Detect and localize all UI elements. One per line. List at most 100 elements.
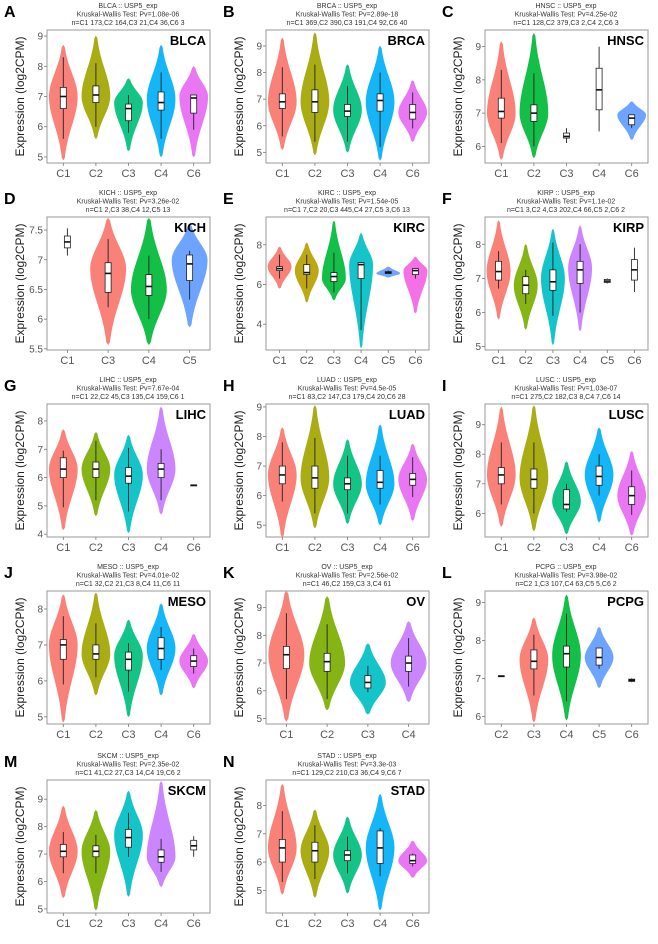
x-tick-label: C1 (279, 729, 293, 741)
box-c3 (563, 489, 570, 510)
y-axis-label: Expression (log2CPM) (232, 223, 246, 343)
y-tick-label: 6 (37, 676, 43, 687)
x-tick-label: C5 (381, 355, 395, 367)
panel-kirc: E KIRC :: USP5_exp Kruskal-Wallis Test: Pv… (219, 187, 438, 375)
x-tick-label: C3 (327, 355, 341, 367)
y-axis-label: Expression (log2CPM) (13, 36, 27, 156)
x-tick-label: C1 (56, 168, 70, 180)
y-tick-label: 5 (37, 712, 43, 723)
y-tick-label: 5.5 (29, 344, 43, 355)
y-tick-label: 6 (256, 280, 262, 291)
plot-title: MESO :: USP5_exp (97, 564, 159, 571)
panel-letter: J (4, 565, 13, 582)
x-tick-label: C1 (56, 918, 70, 930)
x-tick-label: C4 (373, 542, 387, 554)
x-tick-label: C1 (492, 355, 506, 367)
y-tick-label: 9 (256, 603, 262, 614)
box-c6 (412, 268, 419, 275)
plot-subtitle-n: n=C1 3,C2 4,C3 202,C4 66,C5 2,C6 2 (507, 207, 625, 214)
cohort-label: HNSC (607, 33, 644, 48)
box-c3 (530, 649, 538, 670)
y-tick-label: 6 (37, 473, 43, 484)
plot-subtitle-n: n=C1 7,C2 20,C3 445,C4 27,C5 3,C6 13 (284, 207, 410, 214)
x-tick-label: C6 (625, 168, 639, 180)
x-tick-label: C4 (373, 168, 387, 180)
y-axis-label: Expression (log2CPM) (451, 36, 465, 156)
box-c4 (357, 262, 365, 279)
box-c2 (92, 644, 100, 660)
x-tick-label: C4 (559, 729, 573, 741)
box-c3 (549, 269, 557, 291)
box-c1 (278, 839, 286, 863)
panel-kich: D KICH :: USP5_exp Kruskal-Wallis Test: Pv… (0, 187, 219, 375)
x-tick-label: C6 (187, 542, 201, 554)
x-tick-label: C3 (340, 918, 354, 930)
violin-c4 (146, 781, 176, 887)
y-tick-label: 6 (475, 509, 481, 520)
y-tick-label: 6 (475, 712, 481, 723)
plot-subtitle-test: Kruskal-Wallis Test: Pv=1.1e-02 (517, 199, 616, 206)
x-tick-label: C1 (494, 542, 508, 554)
panel-blca: A BLCA :: USP5_exp Kruskal-Wallis Test: Pv… (0, 0, 219, 188)
box-c3 (104, 262, 112, 293)
panel-letter: D (4, 191, 16, 208)
x-tick-label: C2 (527, 168, 541, 180)
y-tick-label: 4 (256, 320, 262, 331)
x-tick-label: C4 (154, 918, 168, 930)
y-tick-label: 6 (256, 491, 262, 502)
panel-skcm: M SKCM :: USP5_exp Kruskal-Wallis Test: Pv… (0, 750, 219, 938)
x-tick-label: C3 (559, 168, 573, 180)
plot-title: LUAD :: USP5_exp (317, 377, 377, 384)
box-c3 (563, 132, 570, 139)
plot-subtitle-n: n=C1 129,C2 210,C3 36,C4 9,C6 7 (292, 770, 401, 777)
plot-subtitle-test: Kruskal-Wallis Test: Pv=4.01e-02 (77, 573, 180, 580)
panel-kirp: F KIRP :: USP5_exp Kruskal-Wallis Test: Pv… (438, 187, 657, 375)
cohort-label: LUSC (609, 407, 645, 422)
y-axis-label: Expression (log2CPM) (13, 786, 27, 906)
box-c1 (497, 97, 505, 119)
box-c4 (157, 463, 165, 478)
box-c3 (125, 651, 132, 671)
y-tick-label: 8 (475, 240, 481, 251)
x-tick-label: C1 (275, 918, 289, 930)
y-tick-label: 7 (256, 95, 262, 106)
x-tick-label: C2 (300, 355, 314, 367)
panel-letter: K (223, 565, 235, 582)
x-tick-label: C3 (340, 168, 354, 180)
plot-subtitle-test: Kruskal-Wallis Test: Pv=7.67e-04 (77, 386, 180, 393)
plot-title: HNSC :: USP5_exp (535, 3, 596, 10)
box-c1 (495, 260, 502, 281)
box-c6 (628, 114, 636, 126)
plot-subtitle-n: n=C1 83,C2 147,C3 179,C4 20,C6 28 (289, 394, 406, 401)
box-c5 (186, 254, 194, 281)
panel-letter: C (442, 4, 454, 21)
cohort-label: BRCA (387, 33, 425, 48)
plot-subtitle-test: Kruskal-Wallis Test: Pv=1.03e-07 (515, 386, 618, 393)
plot-subtitle-test: Kruskal-Wallis Test: Pv=1.54e-05 (296, 199, 399, 206)
plot-title: STAD :: USP5_exp (317, 753, 377, 760)
cohort-label: KICH (174, 220, 206, 235)
y-tick-label: 6 (256, 858, 262, 869)
x-tick-label: C5 (183, 355, 197, 367)
y-tick-label: 7 (475, 109, 481, 120)
x-tick-label: C3 (361, 729, 375, 741)
y-tick-label: 8 (37, 604, 43, 615)
x-tick-label: C4 (154, 168, 168, 180)
box-c4 (157, 91, 165, 111)
plot-title: BRCA :: USP5_exp (317, 3, 377, 10)
y-tick-label: 6 (37, 877, 43, 888)
y-tick-label: 7 (475, 674, 481, 685)
x-tick-label: C1 (494, 168, 508, 180)
box-c3 (125, 103, 132, 122)
panel-letter: A (4, 4, 16, 21)
x-tick-label: C2 (89, 729, 103, 741)
plot-title: KICH :: USP5_exp (99, 190, 157, 197)
x-tick-label: C3 (121, 918, 135, 930)
violin-c6 (403, 256, 428, 314)
